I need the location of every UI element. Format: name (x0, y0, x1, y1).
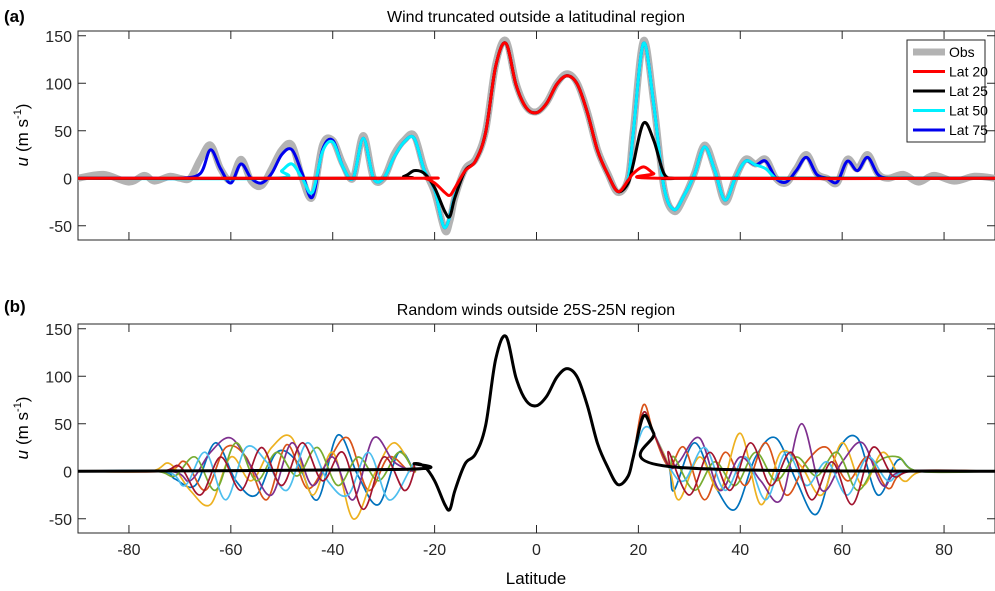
x-tick-label: 60 (833, 542, 851, 559)
x-tick-label: 20 (629, 542, 647, 559)
y-tick-label: 150 (45, 29, 72, 46)
y-tick-label: 100 (45, 369, 72, 386)
panel-b: (b) Random winds outside 25S-25N region … (4, 297, 995, 588)
random-wind-line-2 (78, 334, 995, 512)
series-line-lat-50 (78, 41, 995, 230)
y-axis-unit-close: ) (13, 104, 32, 110)
panel-b-label: (b) (4, 297, 26, 316)
series-line-lat-75 (78, 41, 995, 230)
y-axis-unit-close: ) (13, 397, 32, 403)
panel-b-title: Random winds outside 25S-25N region (397, 302, 675, 319)
series-line-obs (78, 36, 995, 236)
truncated-wind-line (78, 334, 995, 512)
legend-entry-label: Obs (949, 44, 975, 60)
series-line-lat-25 (78, 41, 995, 219)
random-wind-line-6 (78, 334, 995, 512)
y-tick-label: 50 (54, 124, 72, 141)
y-tick-label: 150 (45, 322, 72, 339)
panel-a-plot-area: -50 0 50 100 150 (45, 29, 995, 240)
x-tick-label: 40 (731, 542, 749, 559)
random-wind-line-1 (78, 334, 995, 516)
y-tick-label: 0 (63, 171, 72, 188)
y-axis-unit: (m s (13, 119, 32, 152)
panel-a: (a) Wind truncated outside a latitudinal… (4, 7, 995, 241)
panel-a-label: (a) (4, 7, 25, 26)
x-tick-label: -80 (117, 542, 140, 559)
y-axis-variable: u (13, 449, 32, 459)
y-tick-label: 0 (63, 464, 72, 481)
panel-b-axes-box (77, 323, 995, 534)
y-tick-label: 50 (54, 417, 72, 434)
x-axis-label: Latitude (506, 569, 567, 588)
series-line-lat-20 (78, 41, 995, 197)
random-wind-line-4 (78, 334, 995, 512)
x-tick-label: 80 (935, 542, 953, 559)
y-axis-unit-exponent: -1 (12, 402, 24, 412)
random-wind-line-3 (78, 334, 995, 520)
legend-entry-label: Lat 75 (949, 122, 988, 138)
y-axis-unit: (m s (13, 412, 32, 445)
panel-a-y-axis-label: u (m s-1) (12, 104, 32, 167)
y-tick-label: -50 (49, 219, 72, 236)
x-tick-label: -20 (423, 542, 446, 559)
panel-a-title: Wind truncated outside a latitudinal reg… (387, 9, 685, 26)
legend-entry-label: Lat 20 (949, 64, 988, 80)
random-wind-line-5 (78, 334, 995, 512)
x-tick-label: -40 (321, 542, 344, 559)
y-axis-unit-exponent: -1 (12, 109, 24, 119)
panel-b-y-axis-label: u (m s-1) (12, 397, 32, 460)
panel-b-plot-area: -80 -60 -40 -20 0 20 40 60 80 -50 0 50 100 150 (45, 322, 995, 559)
y-axis-variable: u (13, 156, 32, 166)
legend-entry-label: Lat 50 (949, 103, 988, 119)
y-tick-label: 100 (45, 76, 72, 93)
legend-entry-label: Lat 25 (949, 83, 988, 99)
random-wind-line-7 (78, 334, 995, 512)
legend: Obs Lat 20 Lat 25 Lat 50 Lat 75 (906, 39, 988, 143)
y-tick-label: -50 (49, 512, 72, 529)
x-tick-label: 0 (532, 542, 541, 559)
x-tick-label: -60 (219, 542, 242, 559)
panel-a-axes-box (77, 30, 995, 241)
